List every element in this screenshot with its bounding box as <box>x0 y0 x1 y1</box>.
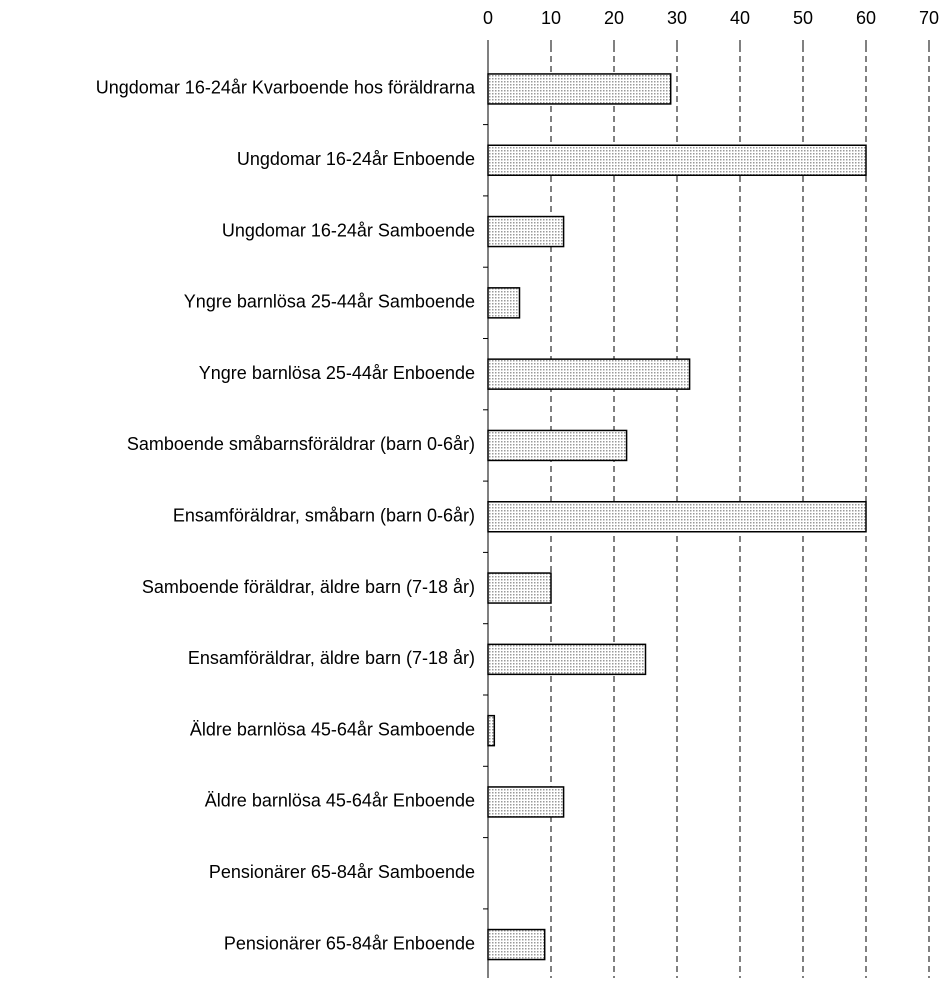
x-tick-label: 60 <box>856 8 876 28</box>
x-tick-label: 10 <box>541 8 561 28</box>
y-tick-label: Yngre barnlösa 25-44år Samboende <box>184 292 475 312</box>
bar <box>487 215 565 248</box>
x-tick-label: 50 <box>793 8 813 28</box>
bar <box>487 928 546 961</box>
y-tick-label: Ensamföräldrar, småbarn (barn 0-6år) <box>173 506 475 526</box>
x-tick-label: 30 <box>667 8 687 28</box>
bar <box>487 358 691 390</box>
bar <box>487 73 672 105</box>
y-tick-label: Pensionärer 65-84år Enboende <box>224 933 475 953</box>
y-tick-label: Äldre barnlösa 45-64år Samboende <box>190 719 475 739</box>
y-tick-label: Yngre barnlösa 25-44år Enboende <box>199 363 475 383</box>
bar <box>487 572 552 604</box>
y-tick-label: Samboende föräldrar, äldre barn (7-18 år… <box>142 577 475 597</box>
bar <box>487 786 565 818</box>
x-tick-label: 70 <box>919 8 939 28</box>
y-tick-label: Ungdomar 16-24år Kvarboende hos föräldra… <box>96 78 476 98</box>
x-tick-label: 20 <box>604 8 624 28</box>
bar <box>487 287 521 319</box>
bar <box>487 643 647 676</box>
bar <box>487 501 867 533</box>
bar <box>487 144 867 176</box>
y-tick-label: Ungdomar 16-24år Samboende <box>222 220 475 240</box>
bar <box>487 714 496 747</box>
y-tick-label: Äldre barnlösa 45-64år Enboende <box>205 791 475 811</box>
y-tick-label: Pensionärer 65-84år Samboende <box>209 862 475 882</box>
y-tick-label: Ensamföräldrar, äldre barn (7-18 år) <box>188 648 475 668</box>
y-tick-label: Ungdomar 16-24år Enboende <box>237 149 475 169</box>
x-tick-label: 0 <box>483 8 493 28</box>
y-tick-label: Samboende småbarnsföräldrar (barn 0-6år) <box>127 434 475 454</box>
bar <box>487 429 628 462</box>
x-tick-label: 40 <box>730 8 750 28</box>
